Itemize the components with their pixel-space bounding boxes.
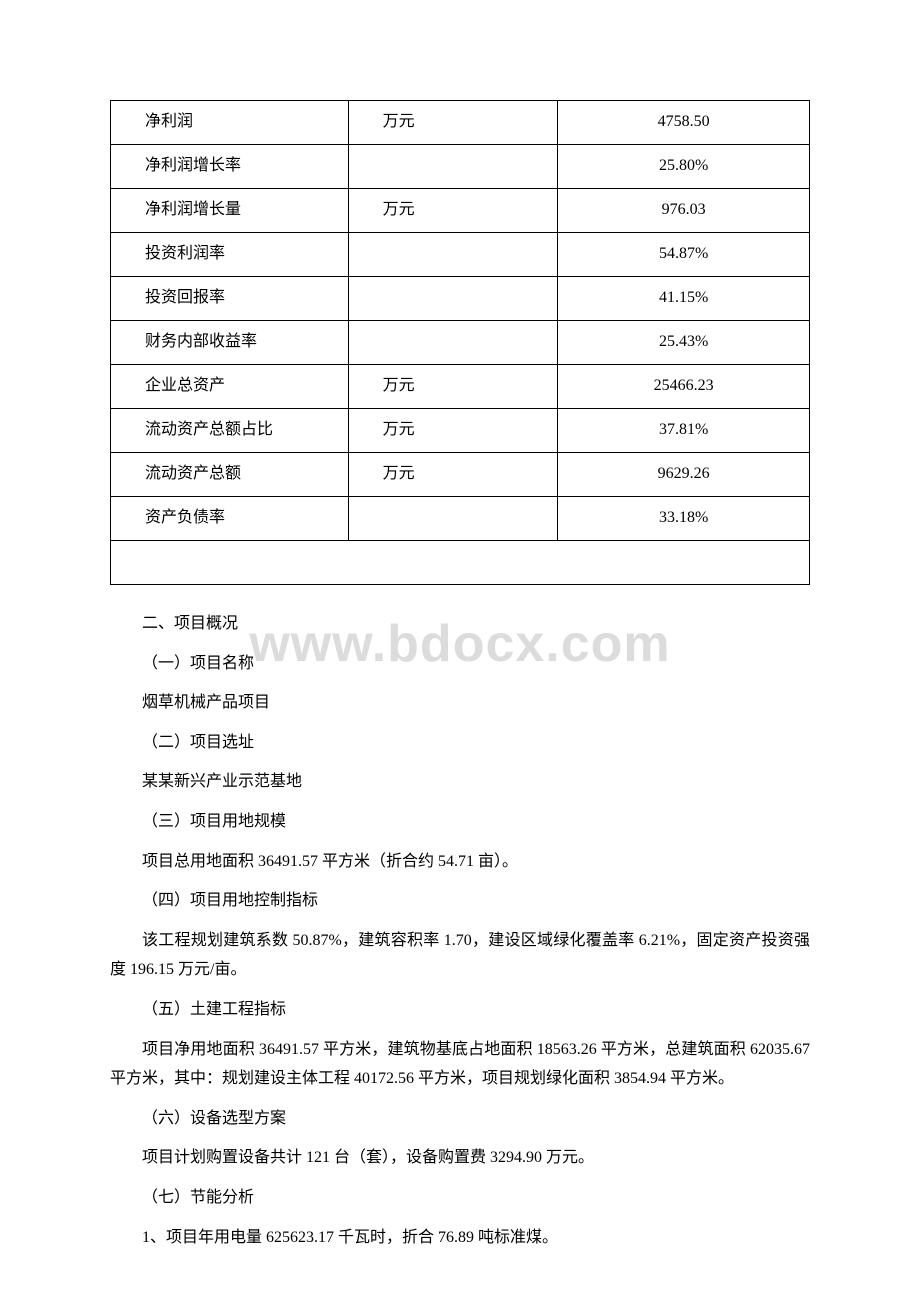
cell-label: 净利润 bbox=[111, 101, 349, 145]
paragraph: 某某新兴产业示范基地 bbox=[110, 767, 810, 797]
cell-label: 资产负债率 bbox=[111, 497, 349, 541]
cell-label: 投资利润率 bbox=[111, 233, 349, 277]
cell-label: 财务内部收益率 bbox=[111, 321, 349, 365]
paragraph: 项目净用地面积 36491.57 平方米，建筑物基底占地面积 18563.26 … bbox=[110, 1035, 810, 1094]
cell-label: 净利润增长率 bbox=[111, 145, 349, 189]
table-row: 流动资产总额 万元 9629.26 bbox=[111, 453, 810, 497]
subheading: （三）项目用地规模 bbox=[110, 807, 810, 837]
cell-value: 25466.23 bbox=[558, 365, 810, 409]
cell-unit bbox=[348, 277, 558, 321]
cell-unit: 万元 bbox=[348, 409, 558, 453]
cell-value: 9629.26 bbox=[558, 453, 810, 497]
cell-value: 33.18% bbox=[558, 497, 810, 541]
cell-value: 54.87% bbox=[558, 233, 810, 277]
cell-unit bbox=[348, 145, 558, 189]
cell-label: 净利润增长量 bbox=[111, 189, 349, 233]
subheading: （一）项目名称 bbox=[110, 649, 810, 679]
subheading: （五）土建工程指标 bbox=[110, 995, 810, 1025]
cell-label: 投资回报率 bbox=[111, 277, 349, 321]
table-row: 投资回报率 41.15% bbox=[111, 277, 810, 321]
paragraph: 该工程规划建筑系数 50.87%，建筑容积率 1.70，建设区域绿化覆盖率 6.… bbox=[110, 926, 810, 985]
subheading: （四）项目用地控制指标 bbox=[110, 886, 810, 916]
cell-value: 37.81% bbox=[558, 409, 810, 453]
table-row: 财务内部收益率 25.43% bbox=[111, 321, 810, 365]
cell-value: 976.03 bbox=[558, 189, 810, 233]
table-row: 净利润增长量 万元 976.03 bbox=[111, 189, 810, 233]
cell-value: 25.43% bbox=[558, 321, 810, 365]
page-content: 净利润 万元 4758.50 净利润增长率 25.80% 净利润增长量 万元 9… bbox=[110, 100, 810, 1252]
financial-table: 净利润 万元 4758.50 净利润增长率 25.80% 净利润增长量 万元 9… bbox=[110, 100, 810, 585]
cell-label: 流动资产总额 bbox=[111, 453, 349, 497]
cell-value: 25.80% bbox=[558, 145, 810, 189]
table-row: 流动资产总额占比 万元 37.81% bbox=[111, 409, 810, 453]
cell-unit bbox=[348, 497, 558, 541]
paragraph: 项目总用地面积 36491.57 平方米（折合约 54.71 亩）。 bbox=[110, 847, 810, 877]
cell-value: 41.15% bbox=[558, 277, 810, 321]
cell-unit bbox=[348, 233, 558, 277]
subheading: （二）项目选址 bbox=[110, 728, 810, 758]
cell-empty bbox=[111, 541, 810, 585]
cell-unit: 万元 bbox=[348, 453, 558, 497]
cell-value: 4758.50 bbox=[558, 101, 810, 145]
paragraph: 项目计划购置设备共计 121 台（套），设备购置费 3294.90 万元。 bbox=[110, 1143, 810, 1173]
cell-unit: 万元 bbox=[348, 189, 558, 233]
subheading: （七）节能分析 bbox=[110, 1183, 810, 1213]
cell-label: 流动资产总额占比 bbox=[111, 409, 349, 453]
cell-unit: 万元 bbox=[348, 365, 558, 409]
table-row: 资产负债率 33.18% bbox=[111, 497, 810, 541]
cell-unit: 万元 bbox=[348, 101, 558, 145]
table-row: 投资利润率 54.87% bbox=[111, 233, 810, 277]
table-row: 净利润 万元 4758.50 bbox=[111, 101, 810, 145]
paragraph: 1、项目年用电量 625623.17 千瓦时，折合 76.89 吨标准煤。 bbox=[110, 1223, 810, 1253]
paragraph: 烟草机械产品项目 bbox=[110, 688, 810, 718]
cell-unit bbox=[348, 321, 558, 365]
cell-label: 企业总资产 bbox=[111, 365, 349, 409]
section-heading: 二、项目概况 bbox=[110, 609, 810, 639]
table-row-empty bbox=[111, 541, 810, 585]
table-row: 企业总资产 万元 25466.23 bbox=[111, 365, 810, 409]
table-row: 净利润增长率 25.80% bbox=[111, 145, 810, 189]
subheading: （六）设备选型方案 bbox=[110, 1104, 810, 1134]
